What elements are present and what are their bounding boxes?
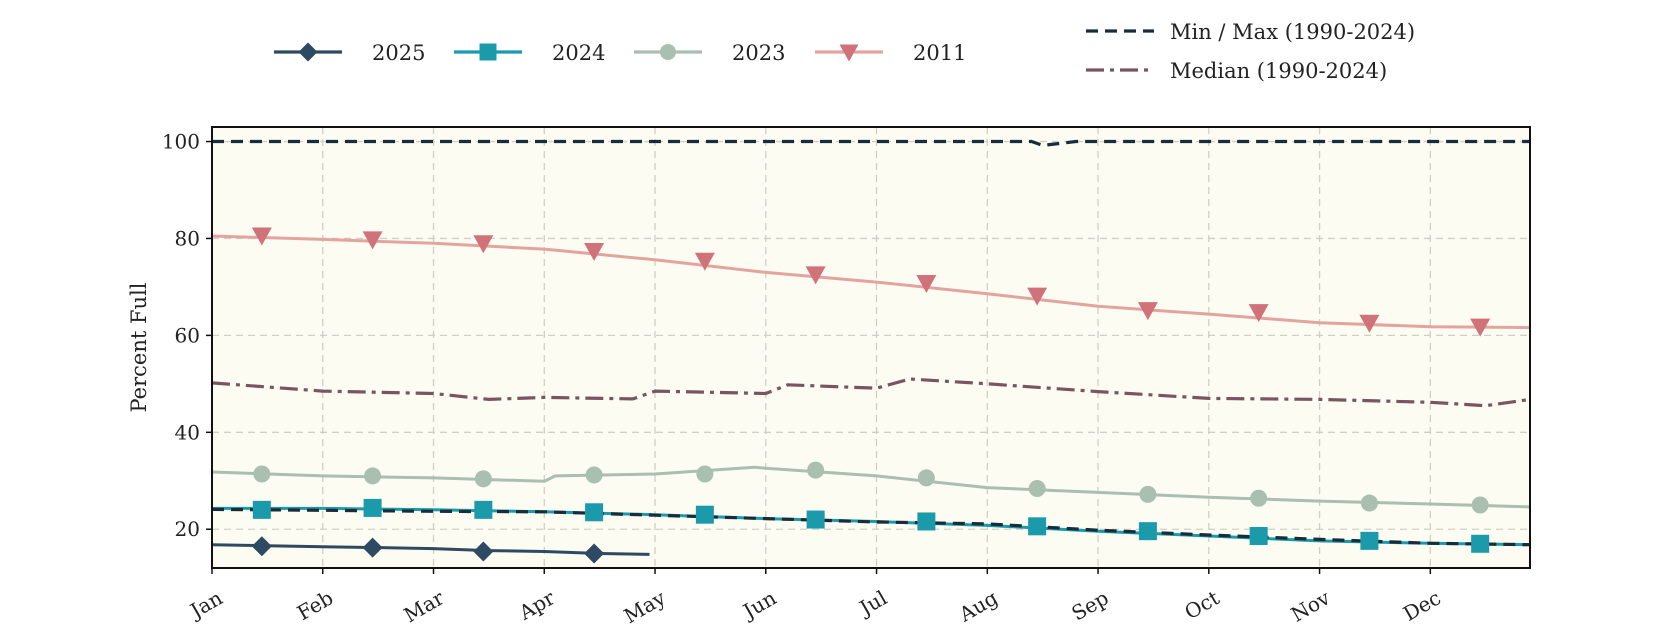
x-tick-label-apr: Apr (514, 585, 559, 625)
series-marker-2023-4 (696, 465, 714, 483)
series-marker-2011-8 (1137, 302, 1158, 321)
series-line-2025 (211, 543, 650, 556)
x-tick-label-mar: Mar (400, 585, 449, 627)
series-marker-2024-7 (1028, 517, 1047, 536)
series-marker-2023-6 (917, 469, 935, 487)
series-marker-2023-2 (474, 470, 492, 488)
series-marker-2011-0 (251, 227, 272, 246)
x-tick-label-jan: Jan (184, 585, 226, 623)
series-marker-2024-1 (363, 498, 382, 517)
legend-marker-2011 (839, 44, 859, 62)
legend-label-2023: 2023 (732, 41, 785, 65)
y-tick-label-80: 80 (175, 226, 200, 250)
series-line-min-max-1990-2024-upper (212, 139, 1530, 148)
legend-marker-2024 (479, 43, 497, 61)
legend-marker-2025 (298, 42, 318, 62)
series-marker-2024-11 (1471, 534, 1490, 553)
legend-marker-2023 (660, 44, 676, 60)
series-marker-2023-5 (807, 461, 825, 479)
series-marker-2023-8 (1139, 485, 1157, 503)
x-tick-label-oct: Oct (1180, 586, 1223, 625)
series-line-min-max-1990-2024 (211, 507, 1531, 547)
series-marker-2011-11 (1470, 318, 1491, 337)
series-marker-2024-3 (585, 503, 604, 522)
x-tick-label-nov: Nov (1287, 585, 1335, 627)
x-tick-label-dec: Dec (1399, 586, 1445, 626)
x-tick-label-aug: Aug (954, 585, 1002, 626)
series-marker-2011-2 (473, 235, 494, 254)
series-marker-2024-4 (695, 505, 714, 524)
series-marker-2011-3 (584, 243, 605, 262)
y-tick-label-60: 60 (175, 323, 200, 347)
x-tick-label-sep: Sep (1067, 586, 1112, 626)
legend-label-2011: 2011 (913, 41, 966, 65)
series-marker-2025-2 (473, 541, 494, 562)
plot-area (212, 127, 1530, 568)
x-tick-label-feb: Feb (293, 586, 337, 625)
x-tick-label-jul: Jul (854, 586, 891, 621)
series-line-2023 (211, 465, 1531, 509)
series-marker-2011-5 (805, 266, 826, 285)
series-marker-2025-1 (362, 537, 383, 558)
series-marker-2023-0 (253, 465, 271, 483)
y-tick-label-20: 20 (175, 517, 200, 541)
series-marker-2023-1 (364, 467, 382, 485)
series-marker-2024-5 (806, 510, 825, 529)
legend-label-2024: 2024 (552, 41, 605, 65)
series-line-median-1990-2024 (211, 377, 1531, 408)
legend-label-min-max-1990-2024: Min / Max (1990-2024) (1170, 20, 1415, 44)
y-axis-ticks: 20 40 60 80 100 (162, 130, 212, 541)
x-tick-label-jun: Jun (737, 585, 780, 624)
series-marker-2025-3 (584, 543, 605, 564)
series-marker-2024-9 (1249, 527, 1268, 546)
y-tick-label-40: 40 (175, 420, 200, 444)
x-tick-label-may: May (620, 585, 670, 628)
series-marker-2024-2 (474, 500, 493, 519)
series-marker-2023-10 (1360, 494, 1378, 512)
series-marker-2023-9 (1250, 489, 1268, 507)
series-marker-2023-7 (1028, 480, 1046, 498)
legend-label-median-1990-2024: Median (1990-2024) (1170, 59, 1387, 83)
series-lines (211, 139, 1531, 556)
series-marker-2024-6 (917, 512, 936, 531)
series-marker-2025-0 (251, 536, 272, 557)
series-marker-2023-3 (585, 466, 603, 484)
series-marker-2024-8 (1138, 522, 1157, 541)
legend-label-2025: 2025 (372, 41, 425, 65)
y-tick-label-100: 100 (162, 130, 200, 154)
x-axis-ticks: Jan Feb Mar Apr May Jun Jul Aug Sep Oct Nov Dec (184, 568, 1445, 628)
series-markers (251, 227, 1491, 564)
legend: 2025 2024 2023 2011 Min / Max (1990-2024) Med… (274, 20, 1415, 83)
series-marker-2011-6 (916, 275, 937, 294)
grid (211, 127, 1530, 568)
series-marker-2024-0 (252, 500, 271, 519)
series-marker-2011-7 (1027, 287, 1048, 306)
series-marker-2023-11 (1471, 496, 1489, 514)
series-marker-2011-1 (362, 231, 383, 250)
plot-frame (211, 126, 1531, 569)
series-line-2011 (211, 234, 1531, 330)
series-marker-2011-9 (1248, 304, 1269, 323)
series-marker-2024-10 (1360, 531, 1379, 550)
series-marker-2011-4 (694, 252, 715, 271)
y-axis-label: Percent Full (127, 282, 151, 412)
series-marker-2011-10 (1359, 314, 1380, 333)
